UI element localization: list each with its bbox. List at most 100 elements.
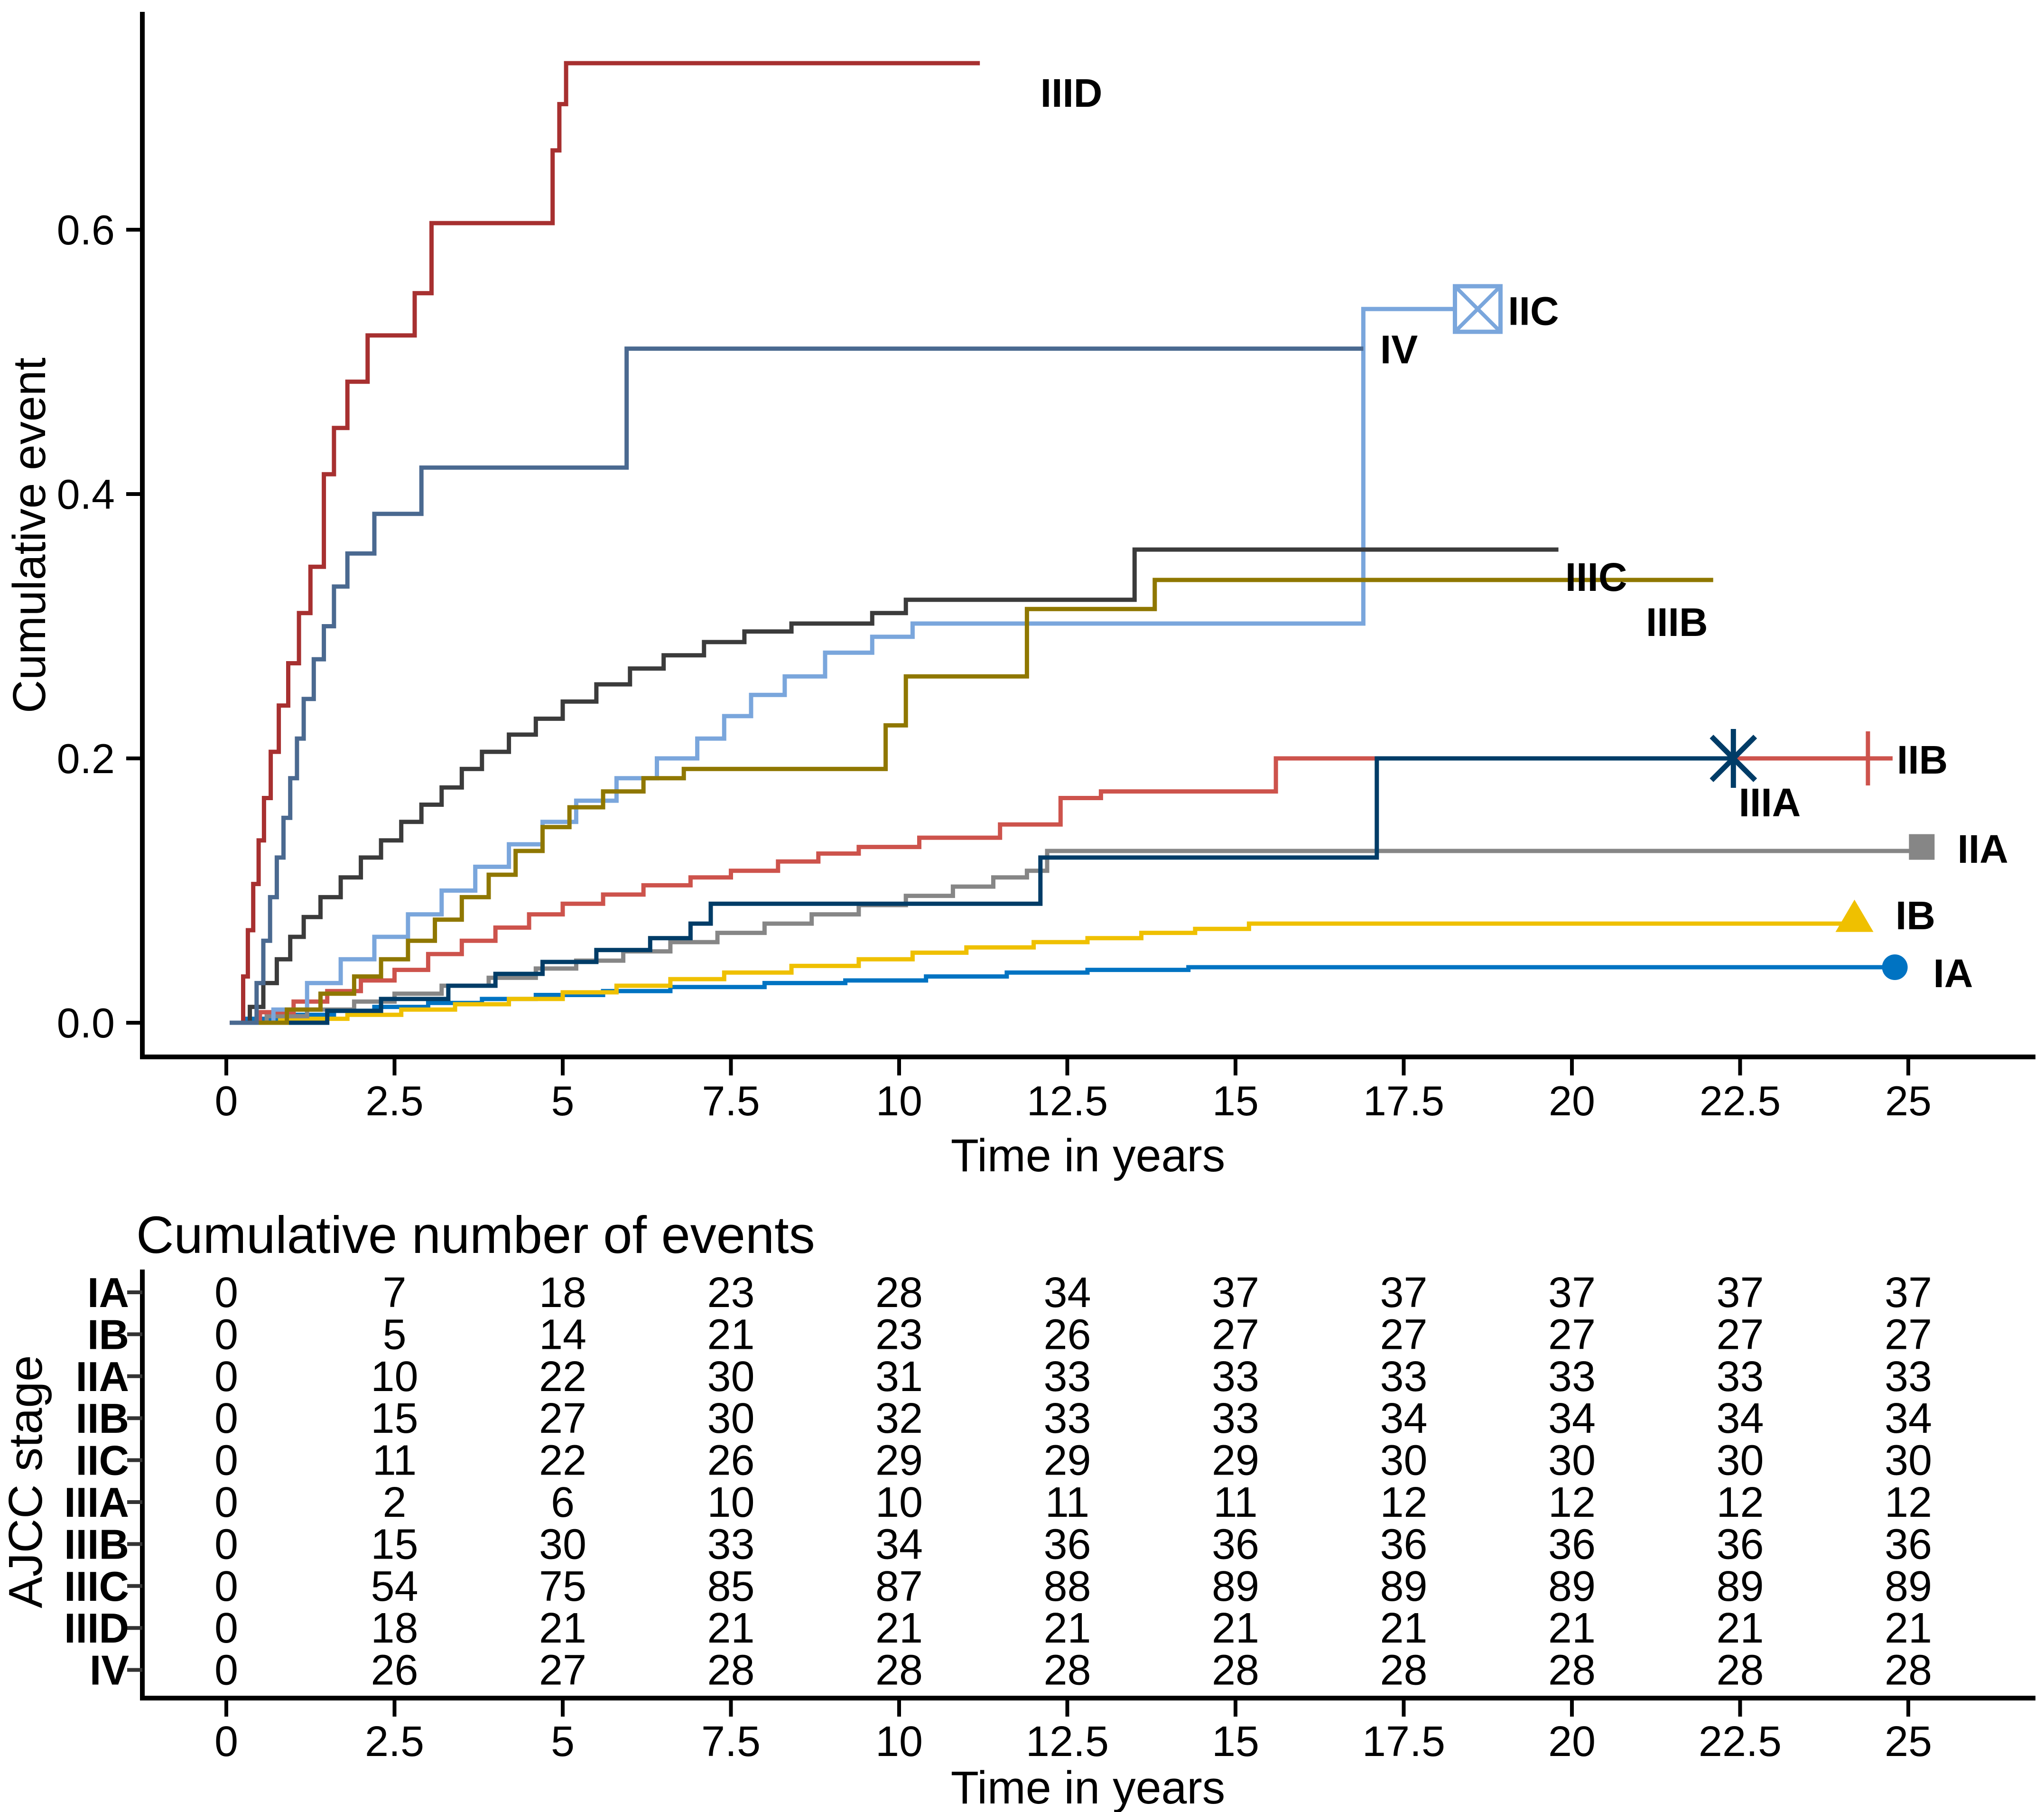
table-x-tick-label: 22.5	[1699, 1718, 1782, 1765]
x-tick-label: 20	[1549, 1077, 1595, 1124]
table-cell-IIID-7.5: 21	[707, 1605, 754, 1652]
table-cell-IIIC-15: 89	[1212, 1563, 1259, 1610]
table-cell-IIC-17.5: 30	[1380, 1437, 1427, 1485]
table-row-label-IIIC: IIIC	[64, 1563, 129, 1610]
table-cell-IIIA-0: 0	[214, 1479, 238, 1526]
table-cell-IV-5: 27	[539, 1647, 586, 1694]
table-cell-IIA-22.5: 33	[1716, 1353, 1764, 1401]
table-cell-IIA-10: 31	[875, 1353, 923, 1401]
table-cell-IIA-2.5: 10	[371, 1353, 418, 1401]
x-tick-label: 15	[1212, 1077, 1259, 1124]
table-cell-IV-10: 28	[875, 1647, 923, 1694]
curve-IIB	[230, 756, 1868, 1025]
table-cell-IIIA-17.5: 12	[1380, 1479, 1427, 1526]
table-x-tick-label: 5	[551, 1718, 575, 1765]
x-tick-label: 17.5	[1363, 1077, 1444, 1124]
table-cell-IIID-22.5: 21	[1716, 1605, 1764, 1652]
curve-label-IIA: IIA	[1958, 827, 2008, 871]
table-x-tick-label: 25	[1885, 1718, 1932, 1765]
y-axis-title: Cumulative event	[3, 357, 55, 713]
curve-IIIA	[230, 756, 1734, 1025]
curve-label-IIIC: IIIC	[1565, 555, 1627, 599]
table-cell-IB-17.5: 27	[1380, 1311, 1427, 1358]
table-cell-IIB-12.5: 33	[1043, 1395, 1091, 1442]
y-tick-label: 0.4	[57, 471, 115, 518]
curve-label-IIIA: IIIA	[1739, 780, 1801, 825]
table-cell-IB-10: 23	[875, 1311, 923, 1358]
table-cell-IIB-0: 0	[214, 1395, 238, 1442]
curve-IIID	[230, 61, 980, 1025]
table-cell-IA-7.5: 23	[707, 1269, 754, 1317]
table-cell-IB-2.5: 5	[382, 1311, 406, 1358]
table-cell-IIC-22.5: 30	[1716, 1437, 1764, 1485]
IA-end-marker-circle-icon	[1882, 954, 1908, 981]
table-cell-IIB-25: 34	[1885, 1395, 1932, 1442]
table-row-label-IA: IA	[87, 1269, 129, 1316]
table-cell-IB-25: 27	[1885, 1311, 1932, 1358]
curve-label-IB: IB	[1895, 893, 1935, 938]
curve-IIIC	[230, 547, 1559, 1025]
table-row-label-IIIA: IIIA	[64, 1479, 129, 1526]
table-cell-IB-5: 14	[539, 1311, 586, 1358]
table-cell-IIID-10: 21	[875, 1605, 923, 1652]
x-tick-label: 12.5	[1027, 1077, 1108, 1124]
table-cell-IIIB-20: 36	[1548, 1521, 1596, 1568]
table-cell-IIIB-0: 0	[214, 1521, 238, 1568]
table-title: Cumulative number of events	[136, 1206, 815, 1264]
IIA-end-marker-square-icon	[1909, 834, 1935, 860]
table-x-tick-label: 12.5	[1026, 1718, 1109, 1765]
table-row-label-IV: IV	[90, 1647, 129, 1694]
table-cell-IIB-2.5: 15	[371, 1395, 418, 1442]
table-x-tick-label: 17.5	[1362, 1718, 1445, 1765]
table-row-label-IIID: IIID	[64, 1605, 129, 1652]
table-cell-IIA-12.5: 33	[1043, 1353, 1091, 1401]
table-cell-IIA-5: 22	[539, 1353, 586, 1401]
table-cell-IIA-7.5: 30	[707, 1353, 754, 1401]
table-cell-IB-22.5: 27	[1716, 1311, 1764, 1358]
table-cell-IIIB-25: 36	[1885, 1521, 1932, 1568]
curve-IIIB	[230, 578, 1713, 1025]
IIC-end-marker-boxed-x-icon	[1453, 285, 1502, 333]
y-tick-label: 0.2	[57, 735, 115, 782]
table-cell-IIID-25: 21	[1885, 1605, 1932, 1652]
table-cell-IA-0: 0	[214, 1269, 238, 1317]
table-cell-IIIB-7.5: 33	[707, 1521, 754, 1568]
table-cell-IIB-15: 33	[1212, 1395, 1259, 1442]
table-cell-IIIC-25: 89	[1885, 1563, 1932, 1610]
table-cell-IIA-17.5: 33	[1380, 1353, 1427, 1401]
x-tick-label: 25	[1885, 1077, 1932, 1124]
x-tick-label: 22.5	[1700, 1077, 1781, 1124]
table-x-tick-label: 15	[1212, 1718, 1259, 1765]
table-cell-IIB-7.5: 30	[707, 1395, 754, 1442]
table-cell-IIIA-5: 6	[551, 1479, 575, 1526]
table-x-tick-label: 7.5	[701, 1718, 761, 1765]
table-cell-IIIA-12.5: 11	[1045, 1479, 1089, 1526]
table-cell-IIC-20: 30	[1548, 1437, 1596, 1485]
table-cell-IIA-0: 0	[214, 1353, 238, 1401]
table-cell-IIIA-25: 12	[1885, 1479, 1932, 1526]
table-cell-IA-25: 37	[1885, 1269, 1932, 1317]
table-cell-IIIB-15: 36	[1212, 1521, 1259, 1568]
x-tick-label: 10	[876, 1077, 922, 1124]
table-cell-IIIB-2.5: 15	[371, 1521, 418, 1568]
table-cell-IIID-2.5: 18	[371, 1605, 418, 1652]
x-tick-label: 5	[551, 1077, 575, 1124]
table-cell-IV-25: 28	[1885, 1647, 1932, 1694]
table-cell-IIC-10: 29	[875, 1437, 923, 1485]
table-row-label-IIC: IIC	[76, 1437, 129, 1484]
table-cell-IIB-20: 34	[1548, 1395, 1596, 1442]
y-tick-label: 0.0	[57, 999, 115, 1046]
table-cell-IIIA-7.5: 10	[707, 1479, 754, 1526]
table-cell-IIIA-2.5: 2	[382, 1479, 406, 1526]
table-cell-IIIC-22.5: 89	[1716, 1563, 1764, 1610]
table-cell-IIB-22.5: 34	[1716, 1395, 1764, 1442]
table-row-label-IIIB: IIIB	[64, 1521, 129, 1568]
table-cell-IIID-12.5: 21	[1043, 1605, 1091, 1652]
table-cell-IIIB-17.5: 36	[1380, 1521, 1427, 1568]
table-cell-IIC-12.5: 29	[1043, 1437, 1091, 1485]
table-cell-IIIA-10: 10	[875, 1479, 923, 1526]
chart-generated-content: 0.00.20.40.60 2.5 5 7.5 10 12.5 15 17.5 20 22.5 25…	[57, 12, 2035, 1765]
table-cell-IIID-20: 21	[1548, 1605, 1596, 1652]
table-cell-IV-12.5: 28	[1043, 1647, 1091, 1694]
table-cell-IV-17.5: 28	[1380, 1647, 1427, 1694]
